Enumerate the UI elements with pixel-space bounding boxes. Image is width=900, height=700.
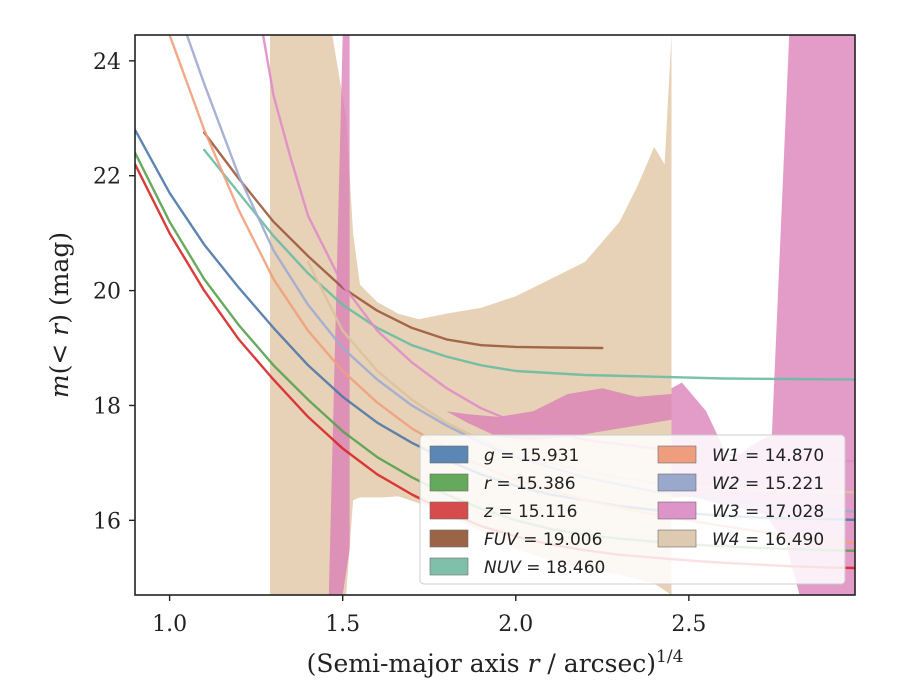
band-w3-2 — [446, 388, 672, 440]
x-tick-label: 1.0 — [152, 612, 187, 637]
legend-swatch-g — [429, 445, 469, 464]
band-w3-1 — [328, 35, 350, 595]
legend: g = 15.931 r = 15.386 z = 15.116 FUV = 19.0… — [419, 434, 846, 585]
legend-swatch-r — [429, 473, 469, 492]
y-axis-label: m(< r) (mag) — [45, 232, 74, 398]
legend-swatch-fuv — [429, 529, 469, 548]
legend-label-w1: W1 = 14.870 — [712, 446, 824, 466]
legend-swatch-nuv — [429, 557, 469, 576]
y-tick-label: 20 — [93, 280, 121, 305]
legend-swatch-w3 — [657, 501, 697, 520]
x-axis: 1.0 1.5 2.0 2.5 — [152, 595, 706, 637]
y-tick-label: 24 — [93, 50, 121, 75]
y-axis: 16 18 20 22 24 — [93, 50, 135, 534]
x-tick-label: 2.0 — [498, 612, 533, 637]
y-tick-label: 16 — [93, 509, 121, 534]
legend-label-w4: W4 = 16.490 — [712, 530, 824, 550]
legend-label-g: g = 15.931 — [484, 446, 579, 466]
legend-label-r: r = 15.386 — [484, 474, 576, 494]
legend-box — [419, 434, 846, 585]
legend-label-nuv: NUV = 18.460 — [484, 558, 605, 578]
x-axis-label: (Semi-major axis r / arcsec)1/4 — [307, 647, 684, 678]
legend-label-z: z = 15.116 — [483, 502, 577, 522]
x-tick-label: 1.5 — [325, 612, 360, 637]
legend-label-w2: W2 = 15.221 — [712, 474, 824, 494]
plot-frame — [134, 34, 856, 596]
legend-swatch-w4 — [657, 529, 697, 548]
legend-swatch-w1 — [657, 445, 697, 464]
line-fuv — [203, 131, 604, 350]
line-nuv — [203, 148, 855, 381]
x-tick-label: 2.5 — [671, 612, 706, 637]
legend-swatch-w2 — [657, 473, 697, 492]
legend-label-fuv: FUV = 19.006 — [484, 530, 602, 550]
legend-label-w3: W3 = 17.028 — [712, 502, 824, 522]
legend-swatch-z — [429, 501, 469, 520]
y-tick-label: 22 — [93, 165, 121, 190]
y-tick-label: 18 — [93, 394, 121, 419]
